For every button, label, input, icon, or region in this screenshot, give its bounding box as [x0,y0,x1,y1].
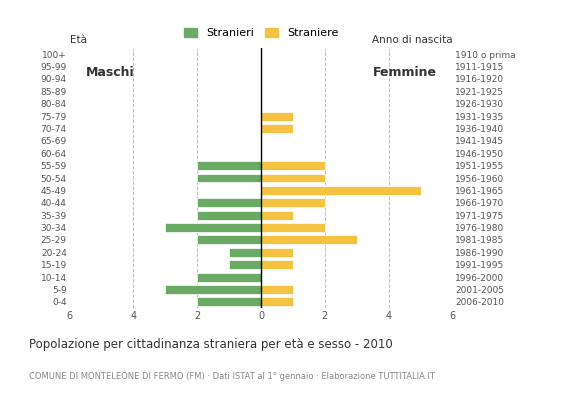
Bar [261,211,293,220]
Bar [261,260,293,269]
Text: Femmine: Femmine [373,66,437,79]
Bar [197,297,261,306]
Bar [261,186,420,195]
Bar [197,174,261,182]
Bar [261,198,325,207]
Bar [261,297,293,306]
Text: Maschi: Maschi [85,66,134,79]
Bar [165,285,261,294]
Bar [229,248,261,257]
Bar [261,112,293,120]
Bar [197,236,261,244]
Bar [197,272,261,282]
Bar [261,223,325,232]
Bar [261,248,293,257]
Text: Età: Età [70,35,86,45]
Bar [261,124,293,133]
Bar [197,198,261,207]
Bar [261,174,325,182]
Bar [197,161,261,170]
Text: COMUNE DI MONTELEONE DI FERMO (FM) · Dati ISTAT al 1° gennaio · Elaborazione TUT: COMUNE DI MONTELEONE DI FERMO (FM) · Dat… [29,372,435,381]
Bar [197,211,261,220]
Bar [261,236,357,244]
Legend: Stranieri, Straniere: Stranieri, Straniere [184,28,338,38]
Text: Anno di nascita: Anno di nascita [372,35,452,45]
Bar [261,161,325,170]
Text: Popolazione per cittadinanza straniera per età e sesso - 2010: Popolazione per cittadinanza straniera p… [29,338,393,351]
Bar [229,260,261,269]
Bar [261,285,293,294]
Bar [165,223,261,232]
